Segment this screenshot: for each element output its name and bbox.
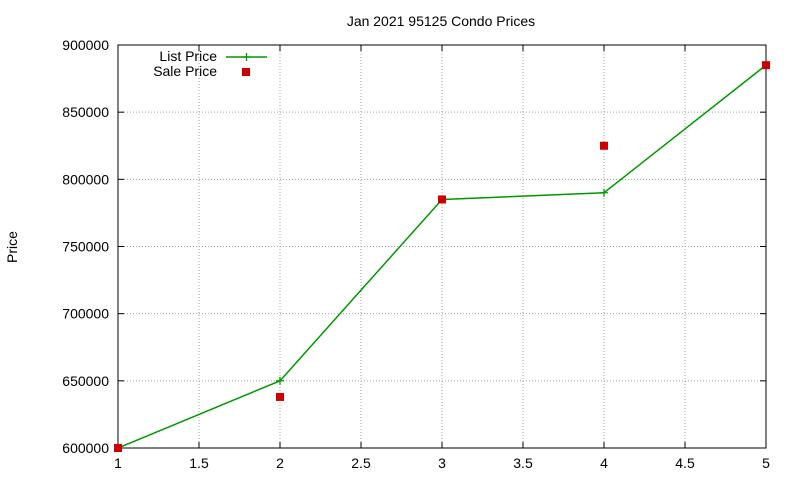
x-tick-label: 3 (438, 455, 446, 471)
legend-swatch-sale-price (242, 68, 250, 76)
list-price-point (600, 188, 608, 197)
y-tick-label: 800000 (62, 171, 109, 187)
y-tick-label: 850000 (62, 104, 109, 120)
y-axis-label: Price (4, 231, 20, 263)
x-tick-label: 4 (600, 455, 608, 471)
legend-label-sale-price: Sale Price (153, 63, 217, 79)
x-tick-label: 2.5 (351, 455, 371, 471)
chart-title: Jan 2021 95125 Condo Prices (347, 13, 535, 29)
y-tick-label: 600000 (62, 440, 109, 456)
y-tick-label: 750000 (62, 239, 109, 255)
y-tick-label: 650000 (62, 373, 109, 389)
sale-price-point (276, 392, 284, 401)
x-tick-label: 1.5 (189, 455, 209, 471)
x-tick-label: 1 (114, 455, 122, 471)
sale-price-point (600, 141, 608, 150)
x-tick-label: 3.5 (513, 455, 533, 471)
x-tick-label: 4.5 (675, 455, 695, 471)
sale-price-point (114, 444, 122, 452)
y-tick-label: 700000 (62, 306, 109, 322)
x-tick-label: 2 (276, 455, 284, 471)
legend-label-list-price: List Price (159, 48, 217, 64)
sale-price-point (438, 195, 446, 204)
axis-ticks: 1 1.5 2 2.5 3 3.5 4 4.5 5 600000 650000 700000 75000… (62, 37, 770, 471)
grid (118, 45, 766, 448)
legend-marker-list-price (242, 53, 251, 61)
sale-price-point (762, 61, 770, 70)
y-tick-label: 900000 (62, 37, 109, 53)
list-price-point (276, 376, 284, 385)
x-tick-label: 5 (762, 455, 770, 471)
series-group (114, 61, 770, 452)
